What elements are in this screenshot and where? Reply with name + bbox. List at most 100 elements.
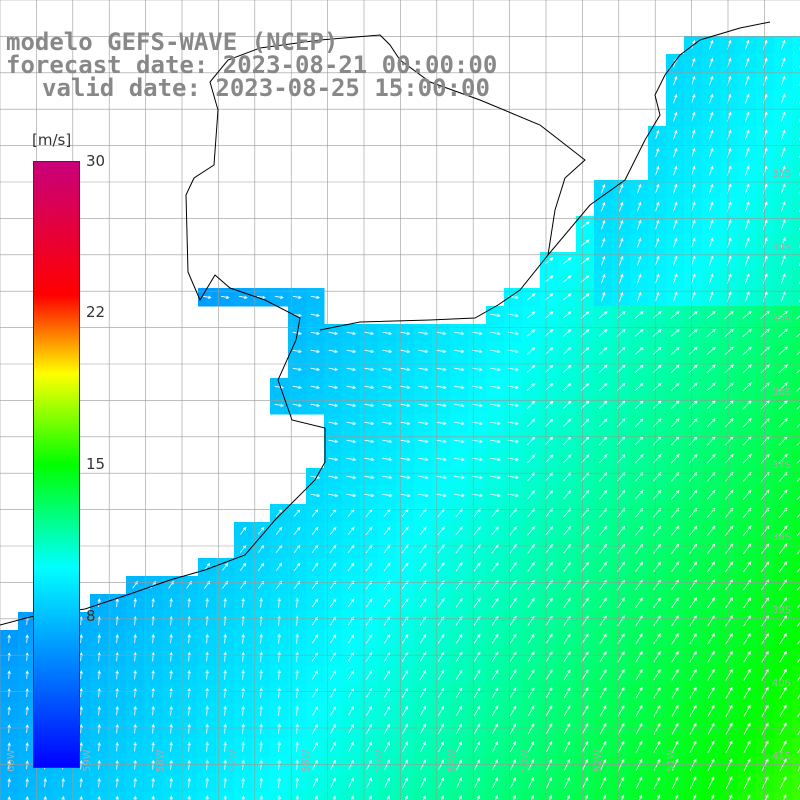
wind-arrow [384,687,391,698]
wind-arrow [762,147,768,158]
latitude-label: 39S [772,605,791,616]
wind-arrow [796,603,800,609]
wind-arrow [348,687,355,698]
wind-arrow [743,740,751,753]
wind-cell [702,792,721,800]
wind-arrow [598,311,608,319]
wind-arrow [474,759,480,771]
wind-arrow [454,403,465,408]
wind-arrow [779,740,787,754]
wind-arrow [151,687,155,698]
wind-arrow [652,310,662,319]
wind-arrow [708,237,714,248]
wind-arrow [223,705,227,716]
wind-arrow [133,669,137,680]
wind-arrow [455,705,463,716]
wind-arrow [310,331,321,335]
wind-arrow [761,597,770,609]
wind-arrow [599,561,607,572]
wind-cell [792,162,800,181]
wind-arrow [780,111,786,122]
wind-arrow [779,597,788,609]
wind-arrow [133,795,137,800]
wind-arrow [348,759,354,770]
wind-arrow [689,758,697,771]
wind-arrow [670,400,680,410]
wind-cell [396,792,415,800]
wind-arrow [115,795,119,800]
wind-arrow [382,367,393,372]
wind-arrow [760,561,770,573]
wind-arrow [364,403,375,408]
wind-arrow [365,669,373,680]
wind-arrow [745,57,750,68]
wind-arrow [599,472,608,482]
wind-arrow [688,418,698,428]
wind-arrow [619,237,624,248]
wind-arrow [762,201,768,212]
wind-arrow [187,597,191,608]
wind-arrow [671,561,680,573]
wind-arrow [312,705,318,716]
wind-cell [792,774,800,793]
wind-arrow [545,418,554,428]
wind-arrow [742,525,752,537]
longitude-label: 54W [447,749,458,772]
wind-arrow [382,403,393,408]
wind-arrow [509,526,517,536]
wind-arrow [634,364,644,373]
wind-arrow [563,758,571,771]
wind-arrow [458,795,462,800]
wind-arrow [328,475,339,480]
wind-arrow [689,704,697,717]
wind-arrow [634,418,644,428]
wind-arrow [473,597,481,608]
wind-arrow [418,349,429,354]
wind-arrow [563,400,572,409]
wind-arrow [635,722,643,735]
wind-arrow [241,687,245,698]
wind-arrow [436,475,447,480]
wind-arrow [473,723,481,735]
wind-arrow [97,598,101,608]
wind-arrow [476,794,480,800]
wind-arrow [562,364,572,373]
wind-arrow [527,597,535,608]
wind-arrow [241,777,245,788]
wind-arrow [616,418,626,428]
wind-arrow [489,421,501,426]
wind-arrow [706,525,716,536]
wind-arrow [691,165,696,176]
wind-arrow [689,668,697,681]
wind-arrow [491,723,499,735]
legend-tick-15: 15 [86,455,106,473]
wind-arrow [689,597,697,609]
wind-arrow [761,614,769,627]
wind-arrow [490,385,501,390]
wind-arrow [79,670,83,680]
wind-arrow [601,273,606,284]
wind-arrow [655,237,660,248]
wind-arrow [742,400,752,410]
wind-arrow [527,329,536,337]
wind-arrow [277,705,281,716]
wind-arrow [437,562,445,572]
wind-arrow [637,255,642,266]
wind-cell [774,792,793,800]
wind-cell [558,792,577,800]
wind-arrow [670,364,680,374]
wind-arrow [581,740,589,753]
wind-arrow [563,723,571,735]
wind-arrow [25,634,29,643]
wind-arrow [778,364,788,374]
wind-arrow [744,93,750,104]
wind-arrow [691,93,696,104]
wind-arrow [653,561,662,572]
wind-arrow [688,364,698,374]
wind-arrow [491,561,499,572]
wind-arrow [187,651,191,662]
wind-arrow [400,457,411,462]
wind-cell [792,198,800,217]
wind-arrow [312,723,318,734]
wind-arrow [742,346,752,356]
